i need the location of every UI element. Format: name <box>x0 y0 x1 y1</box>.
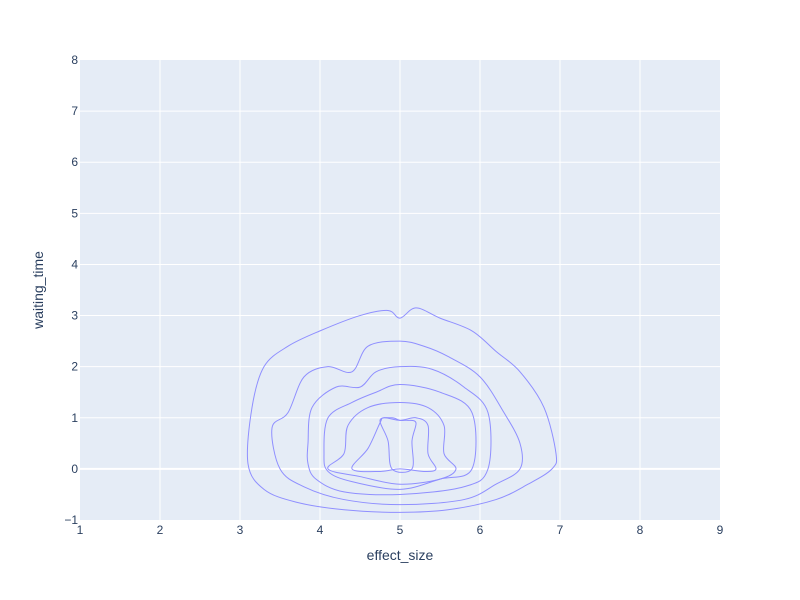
y-tick-label: 4 <box>71 257 78 271</box>
x-tick-labels: 1 2 3 4 5 6 7 8 9 <box>77 523 724 537</box>
contour-line <box>271 340 524 506</box>
x-tick-label: 1 <box>77 523 84 537</box>
y-axis-title: waiting_time <box>30 251 46 330</box>
contour-line <box>306 365 492 496</box>
y-tick-label: −1 <box>64 513 78 527</box>
x-tick-label: 5 <box>397 523 404 537</box>
contour-line <box>379 417 417 473</box>
y-tick-label: 6 <box>71 155 78 169</box>
contour-line <box>323 384 477 490</box>
x-tick-label: 9 <box>717 523 724 537</box>
contour-line <box>246 307 558 513</box>
x-gridlines <box>159 60 641 520</box>
x-tick-label: 7 <box>557 523 564 537</box>
contour-lines <box>246 307 558 513</box>
y-tick-labels: −1 0 1 2 3 4 5 6 7 8 <box>64 53 78 527</box>
y-tick-label: 8 <box>71 53 78 67</box>
y-tick-label: 1 <box>71 411 78 425</box>
x-tick-label: 6 <box>477 523 484 537</box>
y-tick-label: 3 <box>71 309 78 323</box>
x-tick-label: 2 <box>157 523 164 537</box>
y-tick-label: 5 <box>71 206 78 220</box>
x-tick-label: 4 <box>317 523 324 537</box>
y-tick-label: 0 <box>71 462 78 476</box>
y-tick-label: 2 <box>71 360 78 374</box>
x-axis-title: effect_size <box>367 547 434 563</box>
contour-line <box>327 401 457 485</box>
y-tick-label: 7 <box>71 104 78 118</box>
x-tick-label: 8 <box>637 523 644 537</box>
x-tick-label: 3 <box>237 523 244 537</box>
